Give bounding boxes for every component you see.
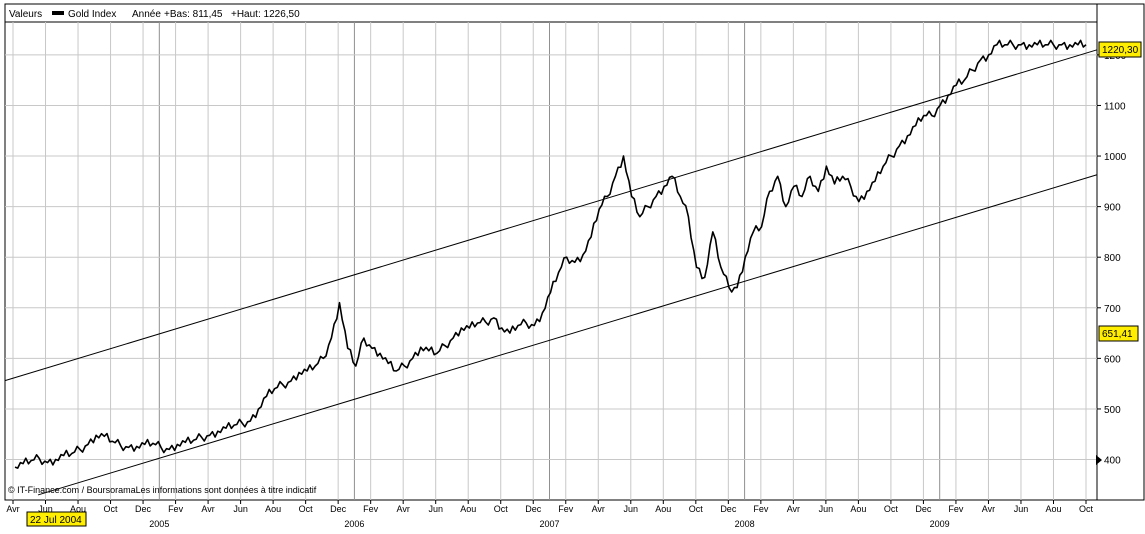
low-label: +Bas: 811,45 [164, 9, 223, 20]
period-label: Année [132, 9, 161, 20]
x-tick-label: Dec [915, 504, 932, 514]
x-tick-label: Avr [201, 504, 214, 514]
y-tick-label: 1000 [1104, 152, 1127, 163]
x-tick-label: Avr [787, 504, 800, 514]
x-tick-label: Oct [104, 504, 119, 514]
x-tick-label: Aou [655, 504, 671, 514]
x-tick-label: Fev [558, 504, 574, 514]
x-tick-label: Dec [135, 504, 152, 514]
price-line [14, 39, 1087, 469]
x-year-label: 2008 [735, 519, 755, 529]
x-tick-label: Jun [1014, 504, 1029, 514]
series-label: Gold Index [68, 9, 116, 20]
x-tick-label: Oct [689, 504, 704, 514]
x-tick-label: Oct [1079, 504, 1094, 514]
series-legend-swatch [52, 11, 64, 15]
x-tick-label: Fev [168, 504, 184, 514]
trend-channel [4, 49, 1098, 496]
scroll-arrow-icon[interactable] [1096, 455, 1102, 465]
x-tick-label: Aou [70, 504, 86, 514]
x-tick-label: Jun [819, 504, 834, 514]
x-tick-label: Jun [38, 504, 53, 514]
x-tick-label: Jun [624, 504, 639, 514]
x-year-label: 2009 [930, 519, 950, 529]
high-label: +Haut: 1226,50 [231, 9, 300, 20]
x-tick-label: Aou [850, 504, 866, 514]
price-series [14, 39, 1087, 469]
x-tick-label: Dec [720, 504, 737, 514]
copyright-text: © IT-Finance.com / BoursoramaLes informa… [8, 485, 317, 495]
x-tick-label: Oct [494, 504, 509, 514]
last-value-badge: 1220,30 [1098, 41, 1142, 58]
x-tick-label: Fev [948, 504, 964, 514]
y-tick-label: 600 [1104, 354, 1121, 365]
channel-mid-text: 651,41 [1102, 329, 1133, 340]
x-tick-label: Aou [1045, 504, 1061, 514]
x-year-label: 2005 [149, 519, 169, 529]
y-tick-label: 800 [1104, 253, 1121, 264]
start-date-text: 22 Jul 2004 [30, 515, 82, 526]
chart-frame [4, 3, 1098, 501]
x-tick-label: Avr [592, 504, 605, 514]
x-tick-label: Fev [753, 504, 769, 514]
y-tick-label: 1100 [1104, 101, 1126, 112]
channel-mid-badge: 651,41 [1098, 325, 1139, 342]
x-tick-label: Avr [982, 504, 995, 514]
last-value-text: 1220,30 [1102, 45, 1139, 56]
grid-lines [5, 22, 1097, 500]
x-tick-label: Oct [299, 504, 314, 514]
channel-upper-line [4, 49, 1098, 382]
x-tick-label: Aou [460, 504, 476, 514]
start-date-badge: 22 Jul 2004 [26, 511, 87, 527]
x-tick-label: Aou [265, 504, 281, 514]
y-axis-panel [1096, 3, 1145, 501]
x-axis: Avr Jun Aou Oct Dec Fev Avr Jun Aou Oct Dec Fev Avr J… [6, 500, 1093, 529]
y-tick-label: 500 [1104, 405, 1121, 416]
x-tick-label: Dec [525, 504, 542, 514]
x-tick-label: Avr [397, 504, 410, 514]
y-tick-label: 700 [1104, 304, 1121, 315]
y-tick-label: 900 [1104, 203, 1121, 214]
channel-lower-line [37, 174, 1098, 496]
x-tick-label: Oct [884, 504, 899, 514]
valeurs-label: Valeurs [9, 9, 42, 20]
x-tick-label: Jun [428, 504, 443, 514]
x-year-label: 2006 [344, 519, 364, 529]
x-tick-label: Dec [330, 504, 347, 514]
x-year-label: 2007 [539, 519, 559, 529]
x-tick-label: Avr [6, 504, 19, 514]
x-tick-label: Jun [233, 504, 248, 514]
y-tick-label: 400 [1104, 456, 1121, 467]
x-tick-label: Fev [363, 504, 379, 514]
